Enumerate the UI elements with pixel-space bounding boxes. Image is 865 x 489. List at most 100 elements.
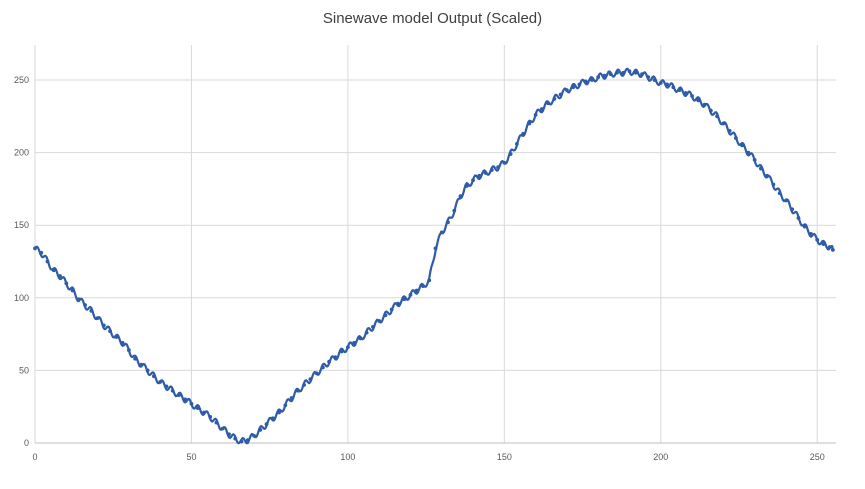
data-point [139, 362, 144, 367]
chart-title: Sinewave model Output (Scaled) [322, 10, 543, 27]
data-point [496, 165, 500, 170]
data-point [333, 355, 338, 360]
data-point [596, 75, 601, 79]
data-point [183, 397, 188, 402]
data-point [383, 313, 388, 318]
data-point [502, 160, 507, 165]
data-point [202, 410, 206, 415]
data-point [252, 433, 256, 438]
data-point [715, 114, 720, 119]
x-tick-label: 50 [186, 452, 196, 462]
data-point [677, 88, 682, 93]
data-point [126, 348, 131, 352]
data-point [733, 136, 738, 140]
data-point [427, 278, 432, 283]
data-point [690, 94, 694, 98]
data-point [58, 274, 62, 278]
data-point [283, 403, 288, 408]
data-point [577, 82, 582, 87]
data-point [621, 70, 626, 75]
data-point [302, 383, 306, 387]
data-point [145, 368, 150, 373]
data-point [195, 406, 200, 411]
data-point [327, 359, 332, 364]
data-point [458, 194, 463, 199]
data-point [314, 371, 319, 376]
data-point [227, 432, 231, 437]
data-point [101, 323, 106, 328]
data-point [439, 230, 444, 235]
data-point [258, 428, 263, 432]
data-point [396, 301, 400, 306]
data-point [815, 237, 820, 242]
data-point [433, 246, 438, 251]
data-point [389, 307, 394, 312]
data-point [277, 410, 281, 415]
data-point [759, 166, 763, 171]
data-point [414, 288, 419, 293]
data-point [170, 388, 175, 393]
data-point [539, 107, 544, 111]
data-point [652, 78, 657, 82]
data-point [508, 152, 513, 156]
data-point [827, 245, 832, 249]
data-point [464, 184, 469, 188]
series-line [33, 67, 834, 445]
y-tick-label: 150 [14, 220, 29, 230]
data-point [83, 303, 87, 307]
data-point [740, 143, 745, 148]
data-point [777, 191, 782, 196]
data-point [471, 178, 475, 183]
data-point [308, 377, 313, 382]
data-point [533, 112, 538, 117]
data-point [627, 69, 632, 74]
y-tick-label: 100 [14, 293, 29, 303]
data-point [264, 422, 269, 427]
data-point [796, 216, 801, 220]
data-point [784, 198, 788, 203]
data-point [483, 171, 488, 175]
x-tick-label: 250 [810, 452, 825, 462]
data-point [114, 335, 119, 339]
data-point [765, 173, 770, 178]
data-point [809, 232, 813, 236]
x-tick-label: 150 [497, 452, 512, 462]
data-point [345, 345, 350, 350]
data-point [590, 78, 594, 82]
data-point [565, 88, 569, 93]
data-point [527, 121, 532, 126]
data-point [245, 438, 250, 442]
data-point [177, 393, 181, 397]
data-point [208, 414, 213, 419]
data-point [408, 292, 413, 297]
data-point [752, 157, 757, 162]
data-point [377, 319, 382, 323]
data-point [189, 401, 194, 406]
data-point [76, 297, 81, 302]
x-tick-label: 0 [32, 452, 37, 462]
data-point [352, 340, 357, 345]
y-tick-label: 0 [24, 438, 29, 448]
data-point [571, 85, 576, 90]
data-point [477, 173, 482, 178]
data-point [671, 85, 676, 90]
data-point [220, 426, 225, 431]
y-tick-label: 200 [14, 148, 29, 158]
data-point [546, 101, 551, 106]
data-point [295, 388, 300, 393]
data-point [746, 150, 751, 155]
data-point [151, 374, 156, 379]
data-point [120, 340, 125, 345]
data-point [615, 70, 619, 75]
data-point [270, 416, 275, 421]
data-point [70, 288, 75, 293]
data-point [771, 182, 776, 187]
data-point [402, 297, 407, 302]
data-point [214, 420, 219, 425]
data-point [646, 75, 651, 79]
data-point [446, 220, 450, 225]
data-point [602, 73, 607, 78]
data-point [64, 281, 69, 286]
data-point [33, 246, 37, 251]
